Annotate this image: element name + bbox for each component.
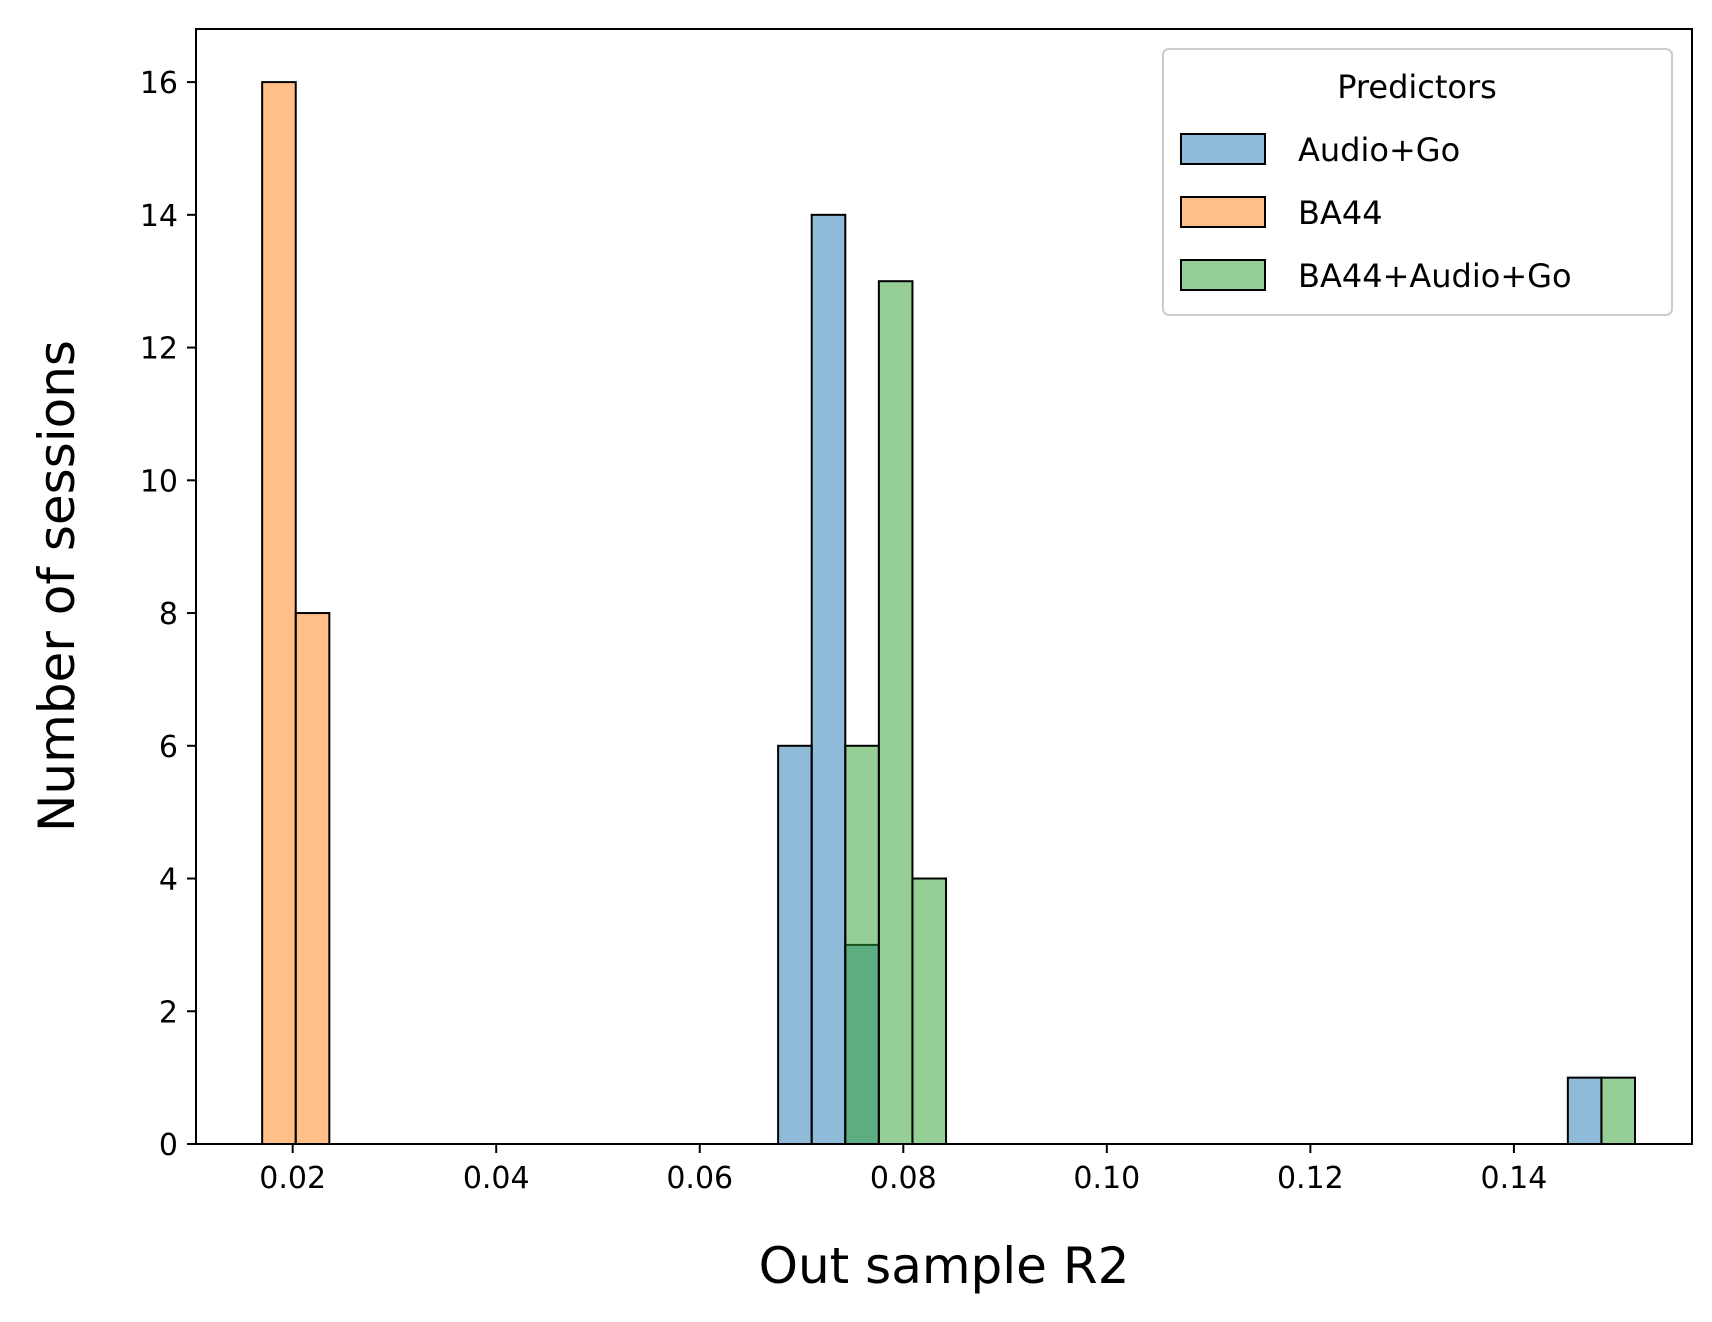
x-axis-ticks: 0.02 0.04 0.06 0.08 0.10 0.12 0.14 xyxy=(259,1144,1547,1196)
bar-audio-go-0 xyxy=(777,744,813,1145)
x-tick-label: 0.06 xyxy=(666,1161,733,1196)
y-tick-label: 4 xyxy=(159,863,178,898)
bar-ba44-0 xyxy=(261,81,297,1146)
bar-audio-go-1 xyxy=(810,213,847,1146)
y-tick-label: 16 xyxy=(140,66,178,101)
legend-swatch-audio-go xyxy=(1180,133,1266,165)
y-axis-ticks: 0 2 4 6 8 10 12 14 16 xyxy=(140,66,196,1163)
legend-label-audio-go: Audio+Go xyxy=(1298,131,1460,169)
plot-frame xyxy=(195,28,1693,1145)
legend-label-ba44: BA44 xyxy=(1298,194,1383,232)
x-tick-label: 0.02 xyxy=(259,1161,326,1196)
x-tick-label: 0.14 xyxy=(1481,1161,1548,1196)
y-tick-label: 10 xyxy=(140,464,178,499)
x-axis-title: Out sample R2 xyxy=(759,1237,1130,1295)
x-tick-label: 0.08 xyxy=(870,1161,937,1196)
x-tick-label: 0.04 xyxy=(463,1161,530,1196)
legend-swatch-ba44-audio-go xyxy=(1180,259,1266,291)
y-tick-label: 0 xyxy=(159,1128,178,1163)
bar-ba44-audio-go-1 xyxy=(877,280,914,1145)
legend-frame xyxy=(1162,48,1673,316)
y-tick-label: 12 xyxy=(140,332,178,367)
legend-swatch-ba44 xyxy=(1180,196,1266,228)
bar-audio-go-3 xyxy=(1566,1076,1603,1146)
y-tick-label: 8 xyxy=(159,597,178,632)
y-tick-label: 2 xyxy=(159,995,178,1030)
bar-ba44-1 xyxy=(294,612,331,1145)
bar-ba44-audio-go-2 xyxy=(911,877,948,1145)
y-tick-label: 6 xyxy=(159,730,178,765)
bar-ba44-audio-go-3 xyxy=(1600,1076,1637,1146)
legend-title: Predictors xyxy=(1337,68,1497,106)
y-tick-label: 14 xyxy=(140,199,178,234)
bars-layer xyxy=(261,81,1637,1146)
y-axis-title: Number of sessions xyxy=(28,340,86,832)
legend-label-ba44-audio-go: BA44+Audio+Go xyxy=(1298,257,1572,295)
legend: Predictors Audio+Go BA44 BA44+Audio+Go xyxy=(1162,48,1673,316)
bar-ba44-audio-go-0 xyxy=(844,744,880,1145)
x-tick-label: 0.10 xyxy=(1073,1161,1140,1196)
x-tick-label: 0.12 xyxy=(1277,1161,1344,1196)
legend-items: Audio+Go BA44 BA44+Audio+Go xyxy=(1180,131,1572,295)
